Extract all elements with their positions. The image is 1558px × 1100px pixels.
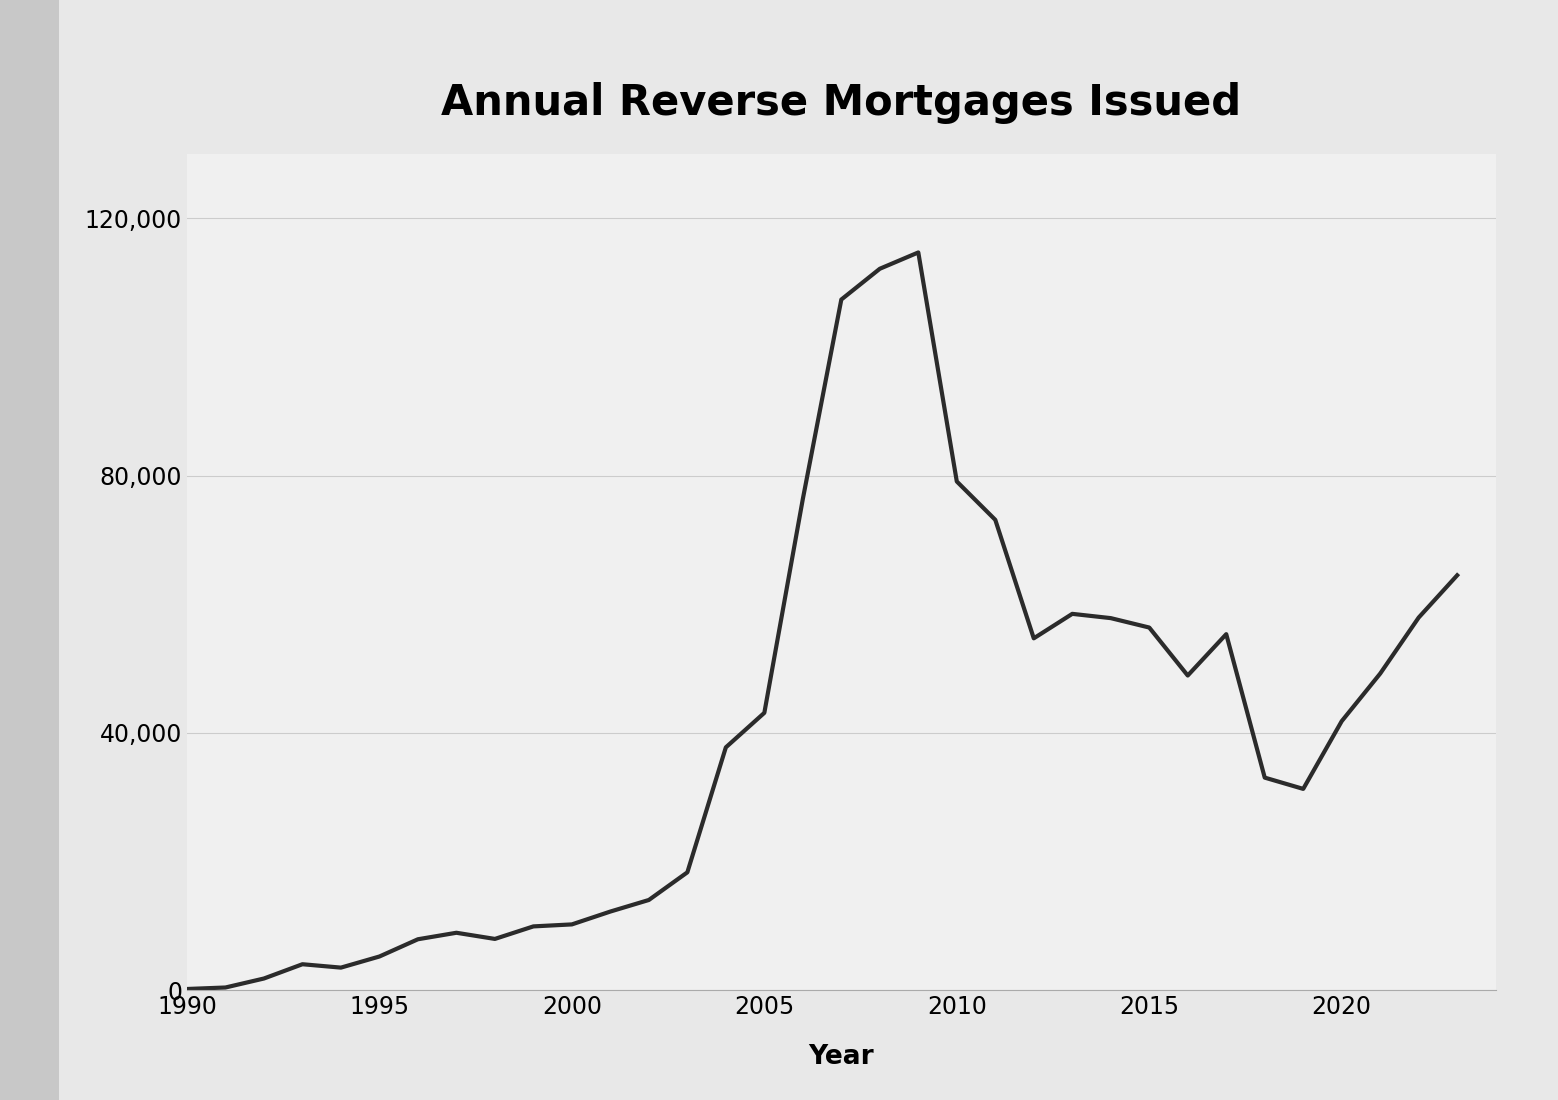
Title: Annual Reverse Mortgages Issued: Annual Reverse Mortgages Issued bbox=[441, 82, 1242, 124]
Y-axis label: Number of Reverse Mortgages: Number of Reverse Mortgages bbox=[34, 345, 59, 799]
X-axis label: Year: Year bbox=[809, 1044, 874, 1070]
